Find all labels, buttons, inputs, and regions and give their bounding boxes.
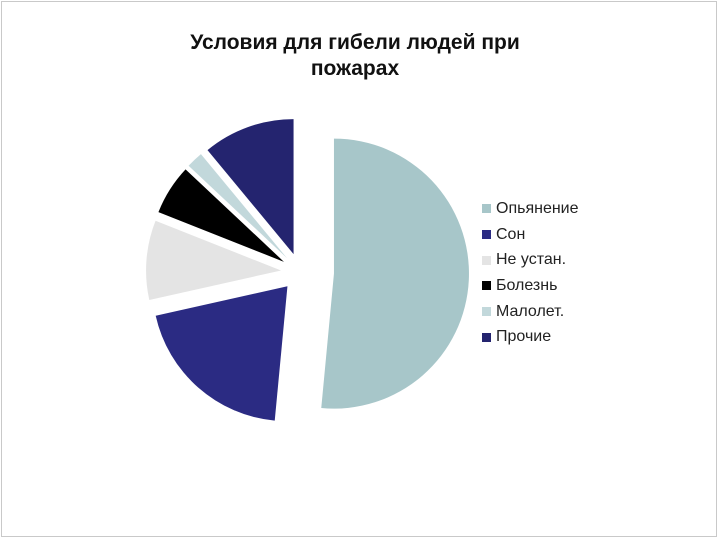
legend-item-son: Сон	[482, 222, 579, 248]
pie-slice-4	[158, 169, 284, 262]
legend-item-malolet: Малолет.	[482, 299, 579, 325]
pie-slice-1	[321, 138, 469, 409]
legend-swatch	[482, 332, 491, 342]
legend-label: Сон	[496, 225, 526, 243]
legend-label: Опьянение	[496, 199, 579, 217]
legend-item-opyanenie: Опьянение	[482, 196, 579, 222]
chart-title-line-1: Условия для гибели людей при	[190, 31, 520, 54]
pie-slice-5	[188, 154, 287, 259]
legend-swatch	[482, 281, 491, 291]
legend-item-bolezn: Болезнь	[482, 273, 579, 299]
legend-swatch	[482, 230, 491, 240]
chart-title: Условия для гибели людей при пожарах	[150, 30, 560, 82]
pie-slice-6	[207, 119, 294, 255]
legend-label: Не устан.	[496, 251, 567, 269]
chart-legend: Опьянение Сон Не устан. Болезнь Малолет.…	[482, 196, 579, 350]
legend-label: Болезнь	[496, 276, 558, 294]
legend-swatch	[482, 307, 491, 317]
pie-slice-2	[155, 286, 288, 421]
legend-item-prochie: Прочие	[482, 324, 579, 350]
legend-item-ne-ustan: Не устан.	[482, 247, 579, 273]
legend-label: Прочие	[496, 328, 552, 346]
legend-swatch	[482, 204, 491, 214]
legend-swatch	[482, 255, 491, 265]
pie-slice-3	[146, 220, 282, 300]
legend-label: Малолет.	[496, 302, 565, 320]
chart-title-line-2: пожарах	[310, 57, 400, 80]
